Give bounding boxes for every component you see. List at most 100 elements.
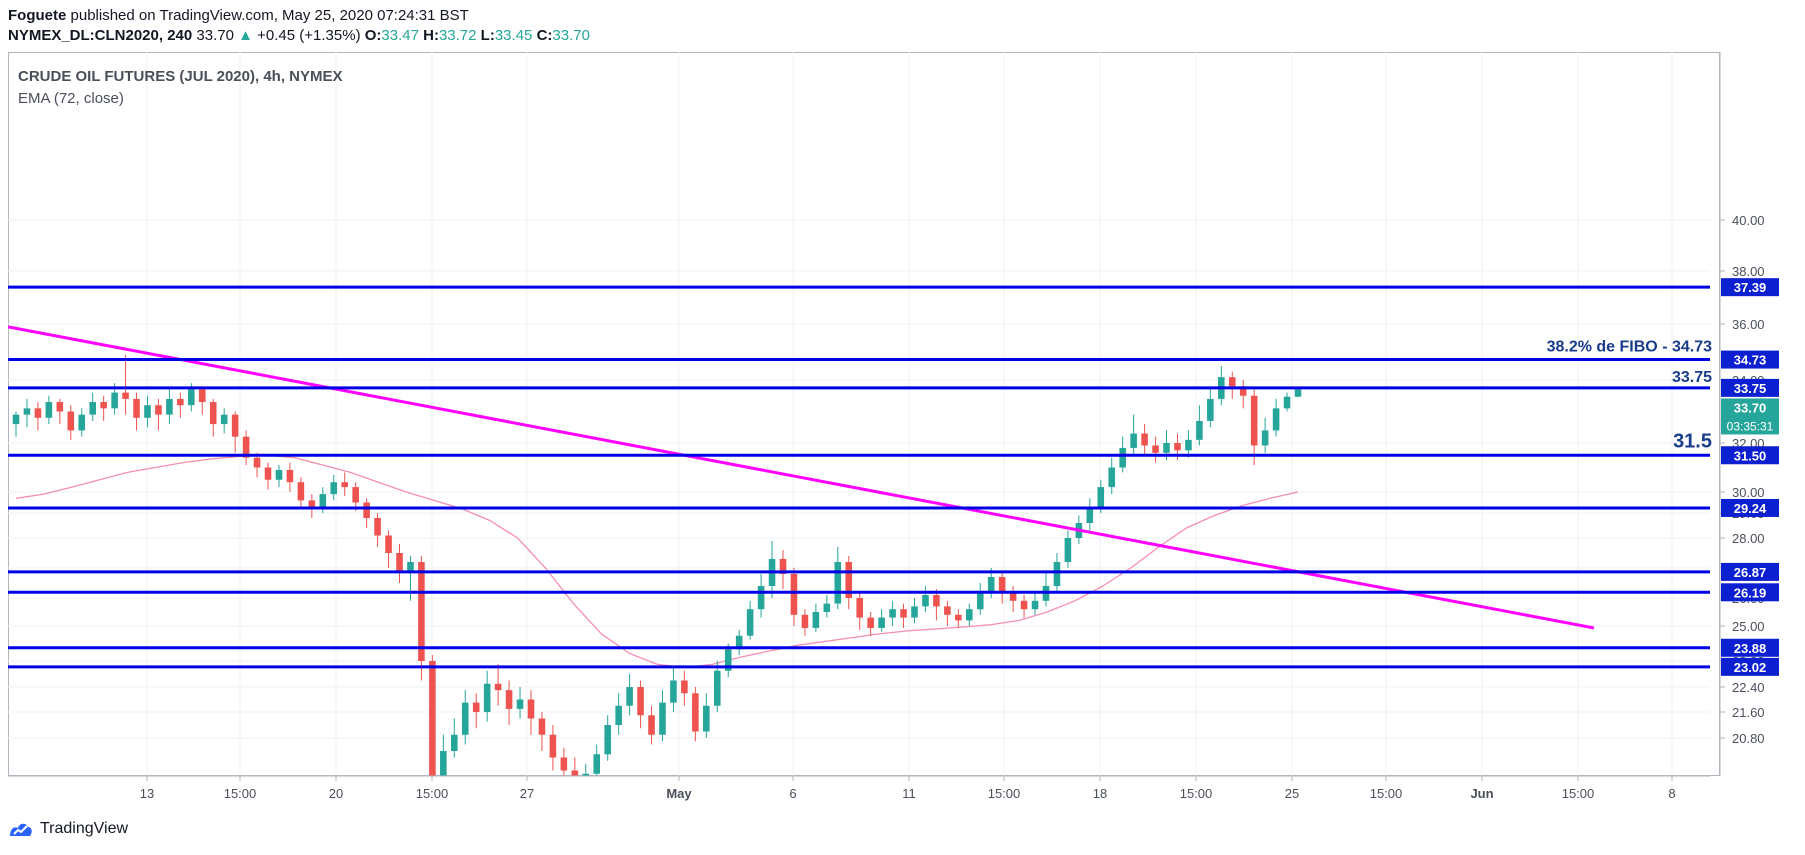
candle-body	[1130, 433, 1137, 448]
candle-body	[286, 469, 294, 483]
last-price-label: 33.70	[1734, 400, 1767, 415]
candle-body	[560, 757, 568, 771]
candle	[407, 556, 414, 601]
time-tick-label: May	[666, 786, 692, 801]
candle	[505, 680, 513, 725]
candle	[571, 757, 579, 776]
price-axis[interactable]: 20.8021.6022.4023.2025.0026.0027.0028.00…	[1719, 52, 1779, 776]
level-price-label: 33.75	[1734, 381, 1767, 396]
candle-body	[12, 414, 20, 425]
candle-body	[845, 562, 853, 598]
candle-body	[604, 725, 611, 755]
candle	[385, 530, 392, 568]
candle	[582, 764, 590, 776]
candle	[209, 398, 217, 437]
candle	[198, 386, 206, 415]
candle	[516, 687, 524, 719]
candle-body	[1064, 538, 1072, 562]
candle	[1031, 592, 1039, 615]
symbol-name: NYMEX_DL:CLN2020, 240	[8, 27, 193, 44]
candle-body	[965, 609, 973, 621]
candle-body	[911, 606, 918, 618]
candle-body	[944, 606, 951, 615]
candle	[944, 600, 951, 626]
candle	[12, 411, 20, 437]
triangle-up-icon: ▲	[238, 27, 253, 44]
candle-body	[1228, 377, 1236, 387]
published-text: published on TradingView.com, May 25, 20…	[70, 7, 469, 24]
candle	[1020, 595, 1028, 618]
candle-body	[264, 467, 272, 480]
candle	[1272, 398, 1280, 437]
candle-body	[308, 500, 316, 509]
candle	[998, 571, 1006, 604]
candle	[1009, 586, 1017, 612]
candle-body	[900, 609, 907, 618]
candle	[812, 603, 820, 632]
candle-body	[396, 553, 403, 571]
candle-body	[505, 690, 513, 709]
last-price: 33.70	[196, 27, 234, 44]
tradingview-brand[interactable]: TradingView	[40, 820, 129, 837]
candle-body	[341, 482, 349, 488]
candle-body	[133, 398, 140, 418]
candle-body	[23, 408, 31, 415]
candle	[615, 693, 622, 735]
candle-body	[166, 398, 173, 415]
candle-body	[188, 389, 195, 406]
candle-body	[363, 502, 370, 518]
candle	[253, 452, 261, 478]
candle	[220, 408, 228, 434]
candle-body	[198, 389, 206, 403]
candle-body	[494, 683, 502, 691]
candle	[955, 609, 962, 628]
candle	[122, 354, 129, 415]
candle-body	[352, 487, 359, 503]
candle-body	[779, 559, 787, 574]
instrument-title[interactable]: CRUDE OIL FUTURES (JUL 2020), 4h, NYMEX	[18, 68, 343, 85]
candle-body	[1163, 443, 1170, 453]
candle	[494, 664, 502, 706]
time-tick-label: 27	[520, 786, 534, 801]
candle	[735, 629, 743, 656]
candle-body	[812, 612, 820, 628]
bar-countdown-label: 03:35:31	[1727, 419, 1774, 433]
candle	[451, 718, 458, 758]
candle-body	[253, 457, 261, 468]
high-label: H:	[423, 27, 439, 44]
chart-legend: CRUDE OIL FUTURES (JUL 2020), 4h, NYMEX …	[18, 66, 343, 110]
candle	[166, 389, 173, 425]
candle	[341, 472, 349, 497]
time-axis[interactable]: 13 15:00 20 15:00 27 May 6 11 15:00 18 15:00 25 15:0…	[8, 775, 1710, 801]
candle	[1207, 386, 1214, 428]
candle-body	[878, 617, 885, 628]
candle	[834, 547, 842, 610]
candle-body	[976, 592, 984, 610]
candle-body	[34, 408, 42, 418]
time-tick-label: 15:00	[1562, 786, 1595, 801]
candle	[1239, 380, 1247, 409]
candle	[100, 395, 107, 421]
candle-body	[1185, 439, 1192, 451]
price-tick-label: 22.40	[1732, 680, 1765, 695]
candle-body	[89, 402, 96, 415]
candle-body	[209, 402, 217, 425]
candle	[155, 398, 162, 431]
candle-body	[1283, 396, 1291, 409]
candle	[692, 687, 699, 742]
indicator-label[interactable]: EMA (72, close)	[18, 90, 124, 107]
candle	[56, 398, 64, 425]
candle	[242, 430, 250, 466]
candle-body	[998, 577, 1006, 592]
time-tick-label: 15:00	[224, 786, 257, 801]
candle-body	[1196, 420, 1203, 440]
candle	[418, 556, 425, 681]
author-name[interactable]: Foguete	[8, 7, 67, 24]
candle	[1294, 388, 1302, 398]
candle	[78, 408, 86, 437]
candle-body	[319, 494, 327, 509]
candle-body	[1020, 600, 1028, 610]
candle-body	[1119, 447, 1126, 468]
candle	[911, 598, 918, 624]
